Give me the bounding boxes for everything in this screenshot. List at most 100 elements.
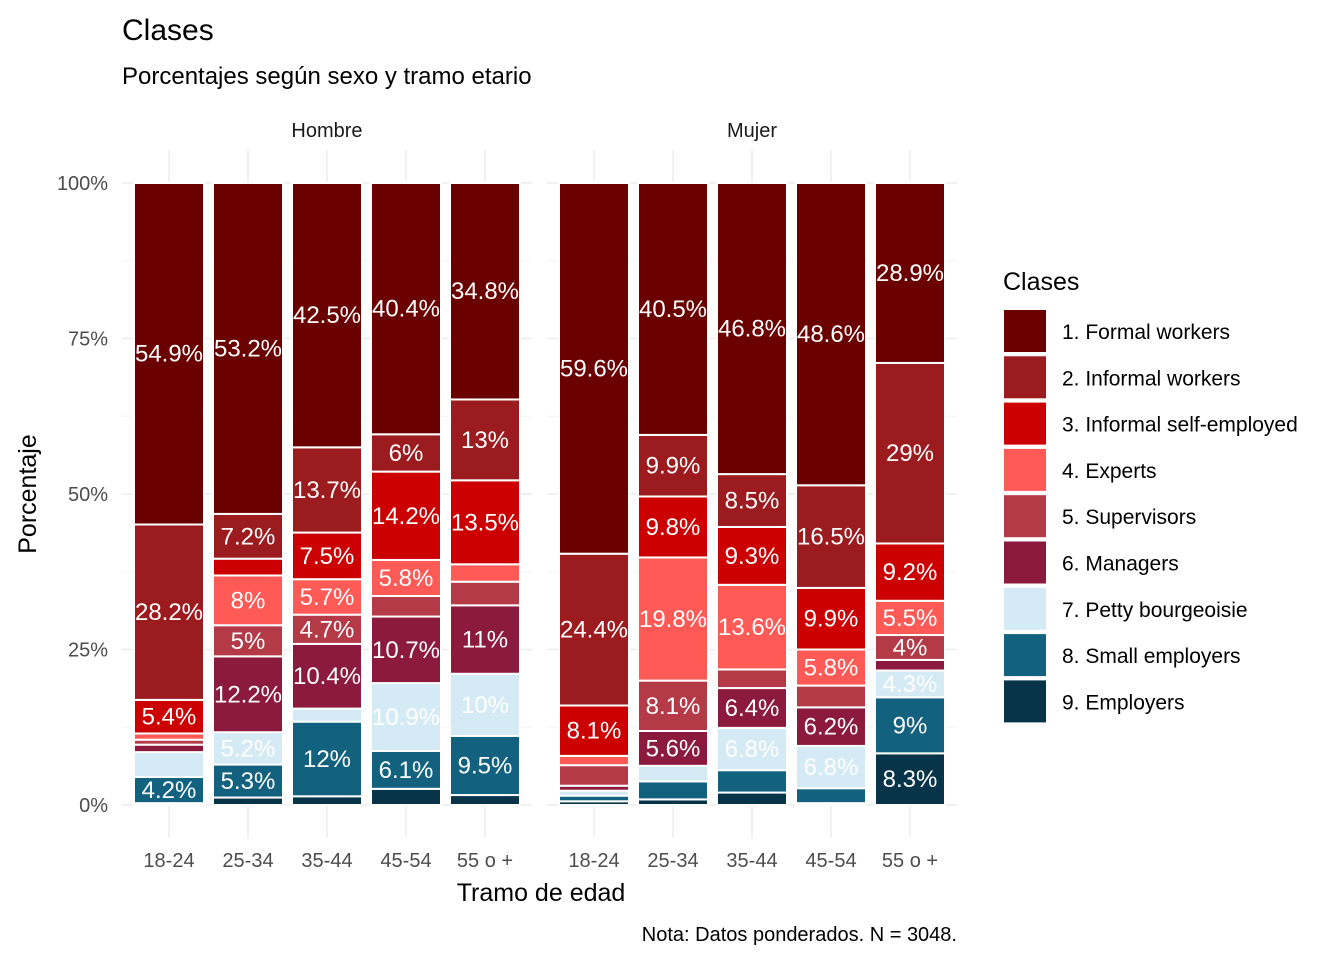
- bar-data-label: 54.9%: [135, 341, 203, 368]
- bar-data-label: 11%: [462, 627, 508, 654]
- bar-segment: [716, 182, 788, 476]
- bar-segment: [370, 470, 442, 561]
- bar-data-label: 8%: [231, 587, 266, 614]
- bar-segment: [637, 556, 709, 682]
- bar-segment: [795, 684, 867, 709]
- x-tick-label: 25-34: [647, 850, 698, 872]
- facet-mujer: Mujer 8.1% 24.4% 59.6% 18-24 5.6% 8.1% 19.8% 9.8…: [558, 120, 946, 872]
- legend-label: 7. Petty bourgeoisie: [1062, 599, 1248, 622]
- bar-segment: [133, 751, 205, 779]
- bar-data-label: 9.9%: [804, 606, 859, 633]
- bar-segment: [637, 780, 709, 801]
- legend-label: 9. Employers: [1062, 691, 1185, 714]
- legend-swatch: [1004, 448, 1046, 491]
- bar-data-label: 14.2%: [372, 503, 440, 530]
- bar-segment: [874, 542, 946, 602]
- bar-stack: 9.5% 10% 11% 13.5% 13% 34.8%: [449, 182, 521, 806]
- bar-segment: [874, 182, 946, 364]
- bar-segment: [795, 648, 867, 687]
- bar-segment: [795, 744, 867, 790]
- bar-data-label: 6%: [389, 440, 424, 467]
- bar-segment: [874, 658, 946, 672]
- bar-segment: [212, 557, 284, 577]
- bar-data-label: 13.5%: [451, 509, 519, 536]
- bar-data-label: 40.4%: [372, 296, 440, 323]
- x-tick-label: 55 o +: [457, 850, 513, 872]
- bar-segment: [370, 182, 442, 436]
- bar-segment: [716, 769, 788, 794]
- bar-data-label: 9.3%: [725, 543, 780, 570]
- bar-data-label: 42.5%: [293, 302, 361, 329]
- bar-segment: [874, 599, 946, 637]
- bar-segment: [291, 613, 363, 645]
- chart-title: Clases: [122, 14, 214, 47]
- bar-segment: [874, 696, 946, 755]
- bar-segment: [795, 586, 867, 651]
- bar-segment: [133, 698, 205, 735]
- legend-label: 3. Informal self-employed: [1062, 414, 1298, 437]
- bar-data-label: 10.7%: [372, 637, 440, 664]
- legend-label: 4. Experts: [1062, 460, 1157, 483]
- bar-segment: [558, 754, 630, 767]
- chart-caption: Nota: Datos ponderados. N = 3048.: [642, 924, 957, 946]
- bar-segment: [558, 764, 630, 787]
- chart-subtitle: Porcentajes según sexo y tramo etario: [122, 63, 532, 90]
- bar-segment: [795, 182, 867, 487]
- bar-data-label: 53.2%: [214, 335, 282, 362]
- bar-data-label: 29%: [886, 440, 934, 467]
- bar-segment: [370, 787, 442, 807]
- bar-data-label: 48.6%: [797, 321, 865, 348]
- bar-stack: 4.2% 5.4% 28.2% 54.9%: [133, 182, 205, 806]
- bar-data-label: 4.7%: [300, 616, 355, 643]
- bar-data-label: 6.1%: [379, 757, 434, 784]
- bar-segment: [291, 795, 363, 806]
- bar-data-label: 13%: [461, 427, 509, 454]
- bar-segment: [212, 624, 284, 658]
- bar-data-label: 34.8%: [451, 278, 519, 305]
- bar-segment: [291, 707, 363, 723]
- bar-stack: 8.1% 24.4% 59.6%: [558, 182, 630, 807]
- legend-label: 8. Small employers: [1062, 645, 1241, 668]
- bar-stack: 12% 10.4% 4.7% 5.7% 7.5% 13.7% 42.5%: [291, 182, 363, 806]
- legend-swatch: [1004, 356, 1046, 399]
- bar-data-label: 5.5%: [883, 605, 938, 632]
- bar-segment: [212, 731, 284, 766]
- bar-data-label: 7.2%: [221, 523, 276, 550]
- bar-segment: [133, 182, 205, 526]
- bar-segment: [795, 484, 867, 589]
- bar-data-label: 10.9%: [372, 704, 440, 731]
- legend-title: Clases: [1003, 268, 1079, 296]
- bar-segment: [874, 361, 946, 545]
- bar-stack: 5.6% 8.1% 19.8% 9.8% 9.9% 40.5%: [637, 182, 709, 806]
- bar-data-label: 5.4%: [142, 704, 197, 731]
- bar-data-label: 8.1%: [567, 718, 622, 745]
- bar-data-label: 4.2%: [142, 777, 197, 804]
- legend-label: 1. Formal workers: [1062, 321, 1230, 344]
- y-axis-ticks: 0% 25% 50% 75% 100%: [57, 173, 108, 817]
- bar-data-label: 5.6%: [646, 735, 701, 762]
- legend-swatch: [1004, 680, 1046, 723]
- bar-data-label: 46.8%: [718, 316, 786, 343]
- facet-panels: Hombre 4.2% 5.4% 28.2% 54.9% 18-24 5.3% 5.2% 12.…: [133, 120, 946, 872]
- bar-data-label: 9.9%: [646, 453, 701, 480]
- bar-data-label: 5.2%: [221, 735, 276, 762]
- bar-stack: 6.8% 6.2% 5.8% 9.9% 16.5% 48.6%: [795, 182, 867, 806]
- bar-data-label: 6.4%: [725, 695, 780, 722]
- bar-data-label: 28.2%: [135, 599, 203, 626]
- bar-data-label: 9%: [893, 712, 928, 739]
- bar-data-label: 5%: [231, 628, 266, 655]
- bar-data-label: 8.1%: [646, 693, 701, 720]
- bar-data-label: 10%: [461, 692, 509, 719]
- bar-data-label: 16.5%: [797, 524, 865, 551]
- legend-swatch: [1004, 310, 1046, 352]
- x-tick-label: 18-24: [143, 850, 194, 872]
- bar-segment: [212, 182, 284, 515]
- legend-swatch: [1004, 402, 1046, 445]
- bar-data-label: 8.5%: [725, 488, 780, 515]
- bar-data-label: 12.2%: [214, 681, 282, 708]
- bar-segment: [637, 764, 709, 783]
- bar-segment: [212, 796, 284, 807]
- bar-segment: [449, 563, 521, 583]
- bar-segment: [449, 182, 521, 401]
